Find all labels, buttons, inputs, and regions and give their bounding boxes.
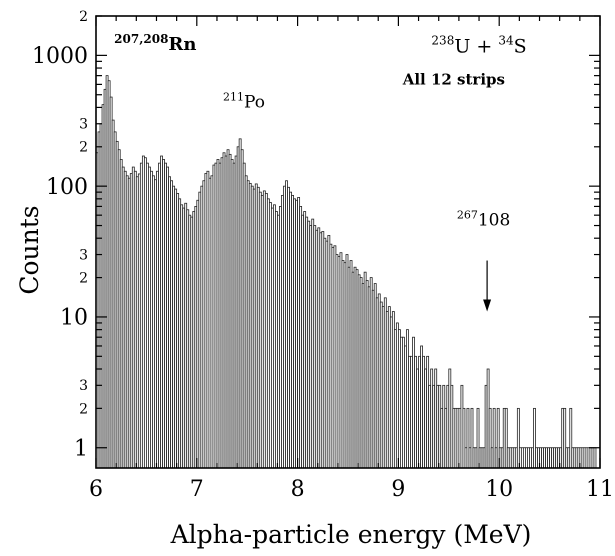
x-tick-label: 8 (291, 477, 305, 502)
y-tick-label: 2 (79, 270, 88, 286)
y-tick-label: 1 (74, 436, 88, 461)
y-tick-label: 3 (79, 247, 88, 263)
x-tick-label: 9 (391, 477, 405, 502)
y-tick-label: 1000 (32, 44, 88, 69)
histogram-bar (593, 447, 597, 469)
y-tick-label: 2 (79, 9, 88, 25)
annotation-reaction: 238U + 34S (431, 34, 526, 58)
annotation-po-sup: 211 (223, 90, 244, 103)
y-axis-label: Counts (15, 205, 44, 294)
annotation-rn-base: Rn (168, 34, 196, 55)
y-tick-label: 3 (79, 117, 88, 133)
annotation-rn: 207,208Rn (114, 32, 196, 55)
annotation-po: 211Po (223, 90, 265, 112)
plot-frame (95, 15, 601, 469)
annotation-hassium: 267108 (457, 209, 510, 231)
y-tick-label: 100 (46, 175, 88, 200)
reaction-s: S (514, 36, 527, 58)
y-tick-label: 10 (60, 306, 88, 331)
x-axis-label: Alpha-particle energy (MeV) (170, 520, 532, 549)
arrow-head (483, 299, 492, 312)
annotation-strips: All 12 strips (402, 70, 505, 88)
y-tick-label: 2 (79, 401, 88, 417)
x-tick-label: 7 (190, 477, 204, 502)
annotation-po-base: Po (244, 92, 265, 112)
y-tick-label: 2 (79, 140, 88, 156)
annotation-hassium-base: 108 (478, 211, 510, 231)
histogram-bars (95, 75, 597, 469)
reaction-sup-u: 238 (431, 34, 454, 48)
reaction-sup-s: 34 (498, 34, 514, 48)
x-tick-label: 11 (586, 477, 614, 502)
x-tick-label: 6 (89, 477, 103, 502)
x-tick-label: 10 (485, 477, 513, 502)
reaction-u-plus: U + (454, 36, 498, 58)
x-axis-ticks: 6 7 8 9 10 11 (89, 16, 614, 502)
y-axis-ticks: 1 2 3 10 2 3 100 2 3 1000 2 (32, 9, 600, 461)
annotation-rn-sup: 207,208 (114, 32, 168, 46)
annotation-hassium-sup: 267 (457, 209, 478, 222)
arrow-marker (483, 260, 492, 312)
y-tick-label: 3 (79, 378, 88, 394)
